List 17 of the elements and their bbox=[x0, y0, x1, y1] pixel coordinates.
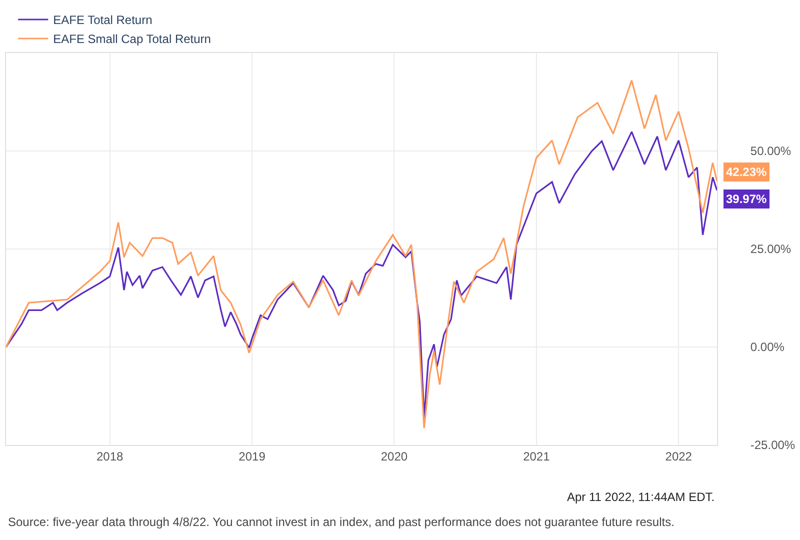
y-tick-label: 25.00% bbox=[750, 242, 792, 256]
y-tick-label: 50.00% bbox=[750, 144, 792, 158]
legend-label: EAFE Total Return bbox=[53, 13, 152, 28]
x-tick-label: 2020 bbox=[380, 449, 408, 464]
x-tick-label: 2021 bbox=[523, 449, 550, 464]
data-label: 39.97% bbox=[726, 192, 768, 206]
source-note: Source: five-year data through 4/8/22. You cannot invest in an index, and past performance does not guarantee future results. bbox=[8, 515, 674, 529]
text: Apr 11 2022, 11:44AM EDT. bbox=[567, 490, 715, 504]
line-series bbox=[6, 80, 717, 429]
x-tick-label: 2019 bbox=[238, 449, 266, 464]
x-tick-label: 2022 bbox=[665, 449, 692, 464]
y-tick-label: 0.00% bbox=[750, 340, 785, 354]
x-tick-label: 2018 bbox=[96, 449, 124, 464]
data-label: 42.23% bbox=[726, 165, 768, 179]
y-tick-label: -25.00% bbox=[750, 438, 796, 452]
line-series bbox=[6, 130, 717, 418]
legend-label: EAFE Small Cap Total Return bbox=[53, 32, 211, 46]
